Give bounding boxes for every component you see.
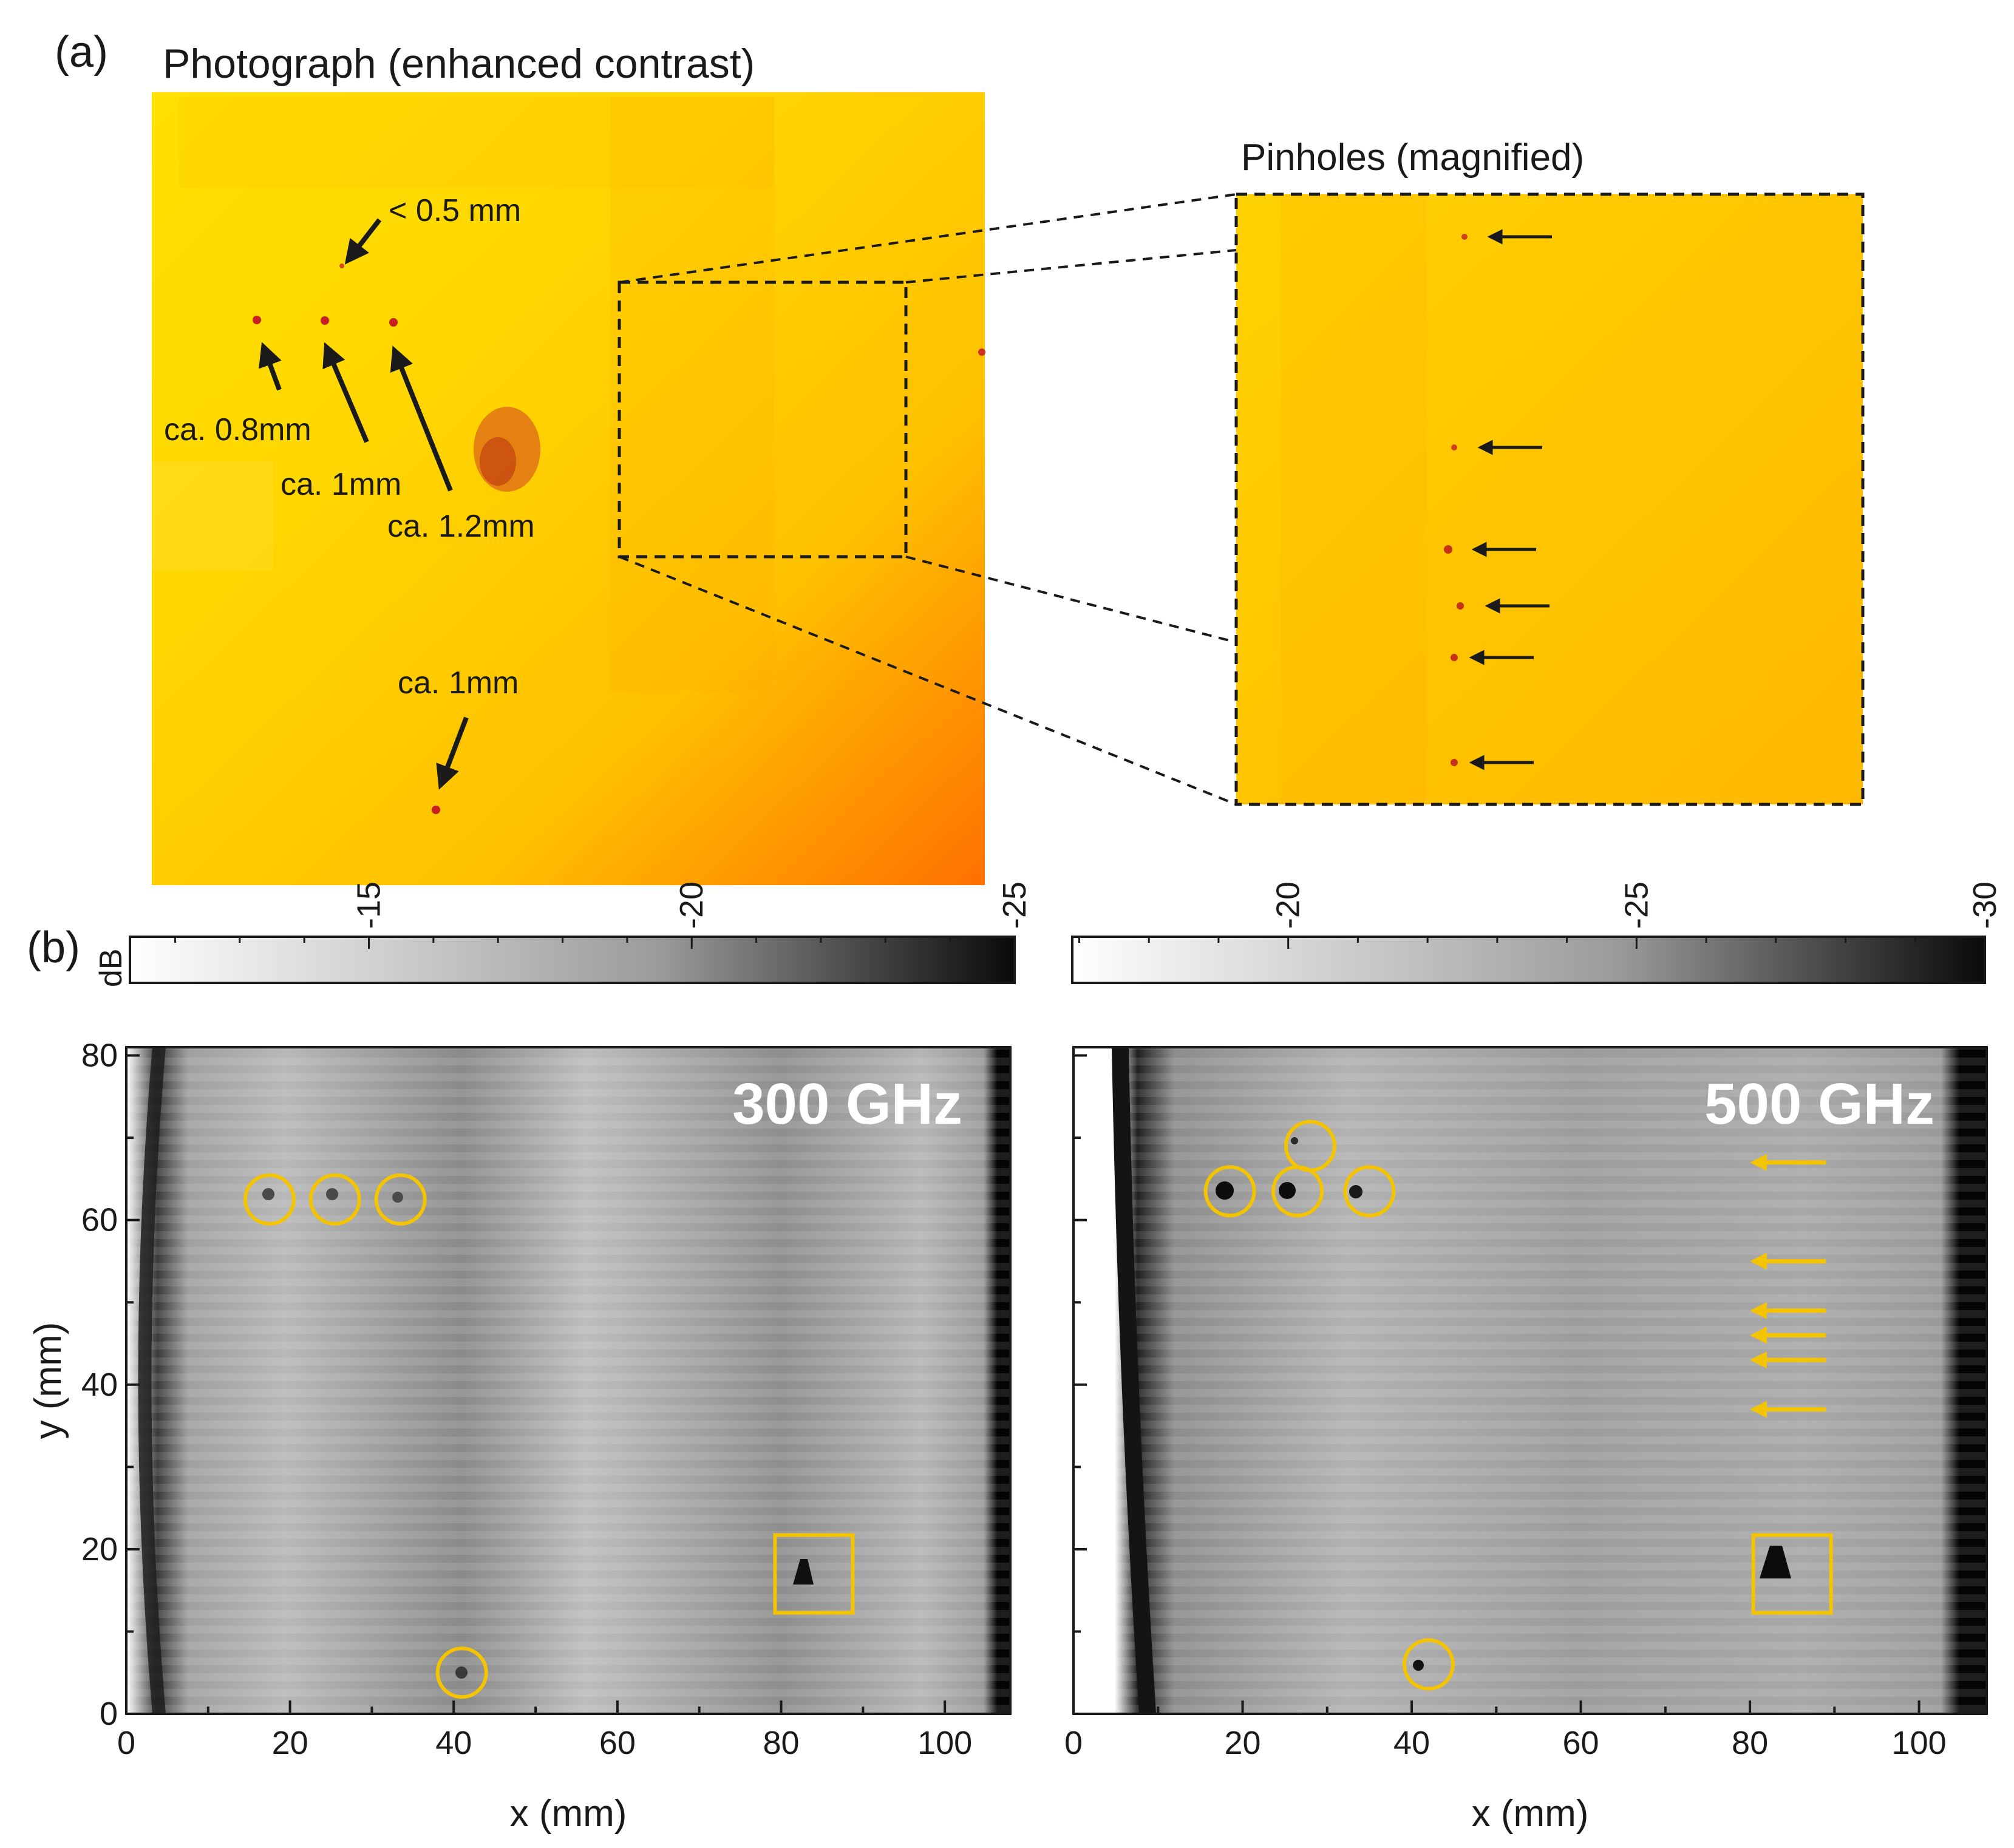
colorbar-tick-label: -15 (350, 882, 387, 929)
colorbar-tick-label: -20 (673, 882, 710, 929)
zoom-connector (905, 249, 1237, 284)
x-tick-label: 40 (1393, 1725, 1430, 1761)
x-tick-label: 20 (1224, 1725, 1260, 1761)
zoom-region (617, 280, 908, 559)
annotation-size: < 0.5 mm (389, 193, 521, 228)
annotation-size: ca. 1mm (398, 665, 519, 701)
colorbar-tick-label: -30 (1967, 882, 2003, 929)
x-tick-label: 80 (763, 1725, 799, 1761)
x-tick-label: 40 (435, 1725, 472, 1761)
colorbar-left (129, 936, 1016, 984)
x-tick-label: 100 (917, 1725, 972, 1761)
y-tick-label: 40 (81, 1367, 118, 1403)
defect-square (773, 1533, 855, 1615)
arrow-icon (390, 345, 453, 492)
heatmap-300ghz: 300 GHz (126, 1047, 1010, 1714)
defect-square (1751, 1533, 1833, 1615)
pinhole-marker (432, 806, 440, 814)
inset-title: Pinholes (magnified) (1241, 137, 1584, 178)
y-axis-label: y (mm) (27, 1322, 69, 1439)
panel-b-label: (b) (27, 923, 80, 972)
x-tick-label: 60 (599, 1725, 636, 1761)
frequency-label: 300 GHz (732, 1072, 962, 1136)
pinhole-marker (321, 316, 329, 325)
arrow-icon (436, 716, 469, 790)
y-tick-label: 60 (81, 1202, 118, 1238)
x-tick-label: 20 (272, 1725, 308, 1761)
y-tick-label: 80 (81, 1038, 118, 1074)
zoom-connector (619, 193, 1237, 284)
colorbar-unit: dB (94, 948, 129, 987)
colorbar-tick-label: -25 (1618, 882, 1655, 929)
heatmap-500ghz: 500 GHz (1073, 1047, 1987, 1714)
inset-photo (1236, 194, 1863, 804)
x-axis-label: x (mm) (1472, 1793, 1589, 1835)
annotation-size: ca. 1.2mm (387, 509, 535, 544)
pinhole-marker (339, 263, 344, 268)
x-tick-label: 80 (1732, 1725, 1768, 1761)
pinhole-circle (1343, 1165, 1396, 1218)
pinhole-circle (1203, 1165, 1256, 1218)
pinhole-marker (253, 316, 261, 324)
pinhole-circle (1402, 1638, 1455, 1691)
y-tick-label: 20 (81, 1531, 118, 1568)
annotation-size: ca. 1mm (281, 467, 401, 502)
x-tick-label: 0 (117, 1725, 135, 1761)
pinhole-circle (308, 1173, 361, 1226)
arrow-icon (259, 342, 282, 391)
zoom-connector (905, 555, 1237, 644)
photograph (152, 92, 985, 885)
arrow-icon (322, 342, 369, 443)
photo-title: Photograph (enhanced contrast) (163, 41, 755, 87)
colorbar-tick-label: -20 (1270, 882, 1307, 929)
pinhole-marker (978, 348, 985, 356)
colorbar-tick-label: -25 (996, 882, 1033, 929)
colorbar-right (1071, 936, 1986, 984)
panel-a-label: (a) (55, 28, 108, 76)
y-tick-label: 0 (100, 1696, 118, 1732)
frequency-label: 500 GHz (1704, 1072, 1934, 1136)
pinhole-marker (389, 318, 398, 327)
arrow-icon (344, 218, 382, 265)
x-tick-label: 0 (1064, 1725, 1083, 1761)
pinhole-circle (243, 1173, 296, 1226)
zoom-connector (619, 555, 1237, 806)
pinhole-circle (1284, 1119, 1336, 1172)
x-tick-label: 60 (1563, 1725, 1599, 1761)
x-axis-label: x (mm) (510, 1793, 627, 1835)
pinhole-circle (374, 1173, 427, 1226)
annotation-size: ca. 0.8mm (164, 412, 311, 447)
pinhole-circle (435, 1646, 488, 1699)
x-tick-label: 100 (1892, 1725, 1947, 1761)
